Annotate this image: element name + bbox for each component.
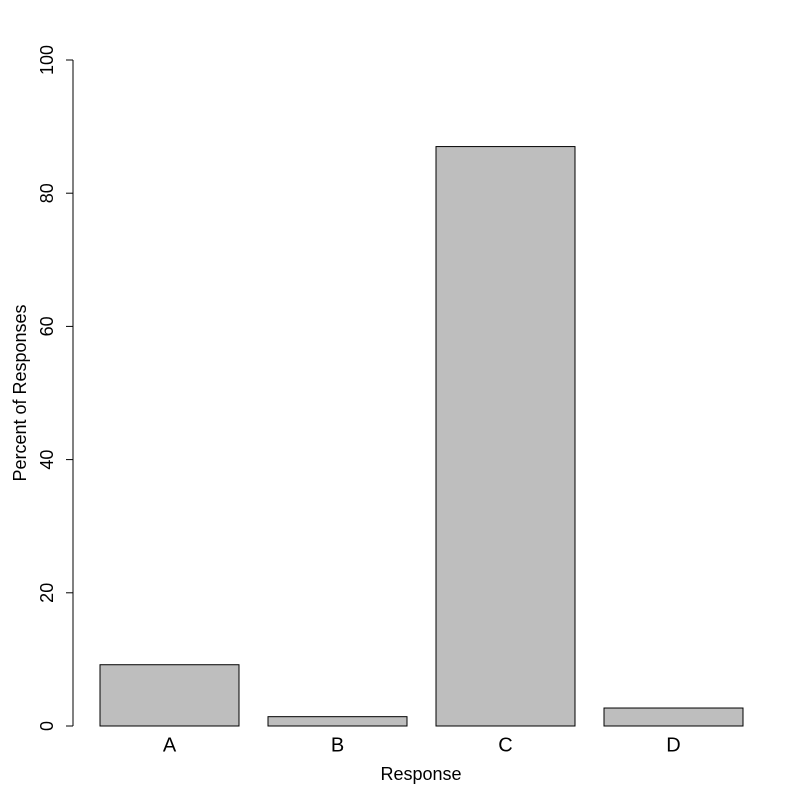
x-axis-label: Response [380,764,461,784]
y-tick-label: 60 [37,316,57,336]
x-tick-label: D [666,734,680,756]
y-tick-label: 100 [37,45,57,75]
y-axis-label: Percent of Responses [10,304,30,481]
y-tick-label: 20 [37,583,57,603]
bar [435,146,576,727]
x-tick-label: C [498,734,512,756]
bar [99,664,240,727]
y-tick-label: 40 [37,450,57,470]
x-tick-label: B [331,734,344,756]
x-tick-label: A [163,734,177,756]
y-tick-label: 0 [37,721,57,731]
y-tick-label: 80 [37,183,57,203]
bar [267,716,408,727]
bar [603,707,744,727]
